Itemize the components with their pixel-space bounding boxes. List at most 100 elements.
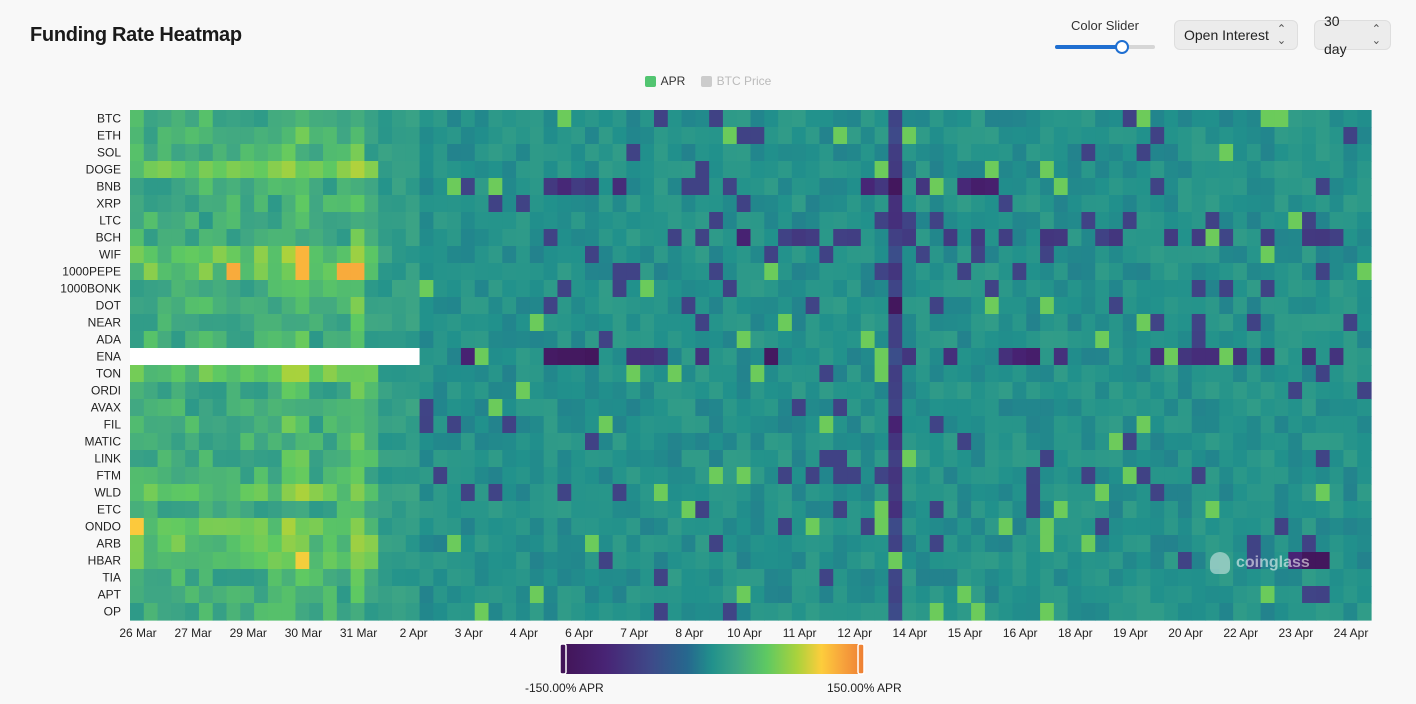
heatmap-cell[interactable]: [254, 467, 269, 485]
heatmap-cell[interactable]: [447, 263, 462, 281]
heatmap-cell[interactable]: [1205, 433, 1220, 451]
heatmap-cell[interactable]: [1177, 178, 1193, 196]
heatmap-cell[interactable]: [791, 603, 807, 621]
heatmap-cell[interactable]: [1274, 144, 1289, 162]
heatmap-cell[interactable]: [984, 314, 1000, 332]
heatmap-cell[interactable]: [1177, 484, 1193, 502]
heatmap-cell[interactable]: [1122, 484, 1138, 502]
heatmap-cell[interactable]: [1177, 552, 1193, 570]
heatmap-cell[interactable]: [653, 501, 669, 519]
heatmap-cell[interactable]: [267, 603, 283, 621]
heatmap-cell[interactable]: [1246, 195, 1262, 213]
heatmap-cell[interactable]: [1136, 382, 1151, 400]
heatmap-cell[interactable]: [1274, 178, 1289, 196]
heatmap-cell[interactable]: [1302, 467, 1317, 485]
heatmap-cell[interactable]: [198, 467, 214, 485]
heatmap-cell[interactable]: [323, 178, 338, 196]
heatmap-cell[interactable]: [1343, 552, 1358, 570]
heatmap-cell[interactable]: [833, 212, 848, 230]
heatmap-cell[interactable]: [240, 246, 255, 264]
heatmap-cell[interactable]: [1122, 433, 1138, 451]
heatmap-cell[interactable]: [143, 416, 159, 434]
heatmap-cell[interactable]: [1219, 450, 1234, 468]
heatmap-cell[interactable]: [805, 416, 821, 434]
heatmap-cell[interactable]: [405, 501, 421, 519]
heatmap-cell[interactable]: [957, 195, 972, 213]
heatmap-cell[interactable]: [1177, 518, 1193, 536]
heatmap-cell[interactable]: [1315, 314, 1331, 332]
heatmap-cell[interactable]: [529, 178, 545, 196]
heatmap-cell[interactable]: [1343, 144, 1358, 162]
heatmap-cell[interactable]: [254, 552, 269, 570]
heatmap-cell[interactable]: [736, 280, 752, 298]
heatmap-cell[interactable]: [323, 467, 338, 485]
heatmap-cell[interactable]: [309, 535, 324, 553]
heatmap-cell[interactable]: [460, 586, 476, 604]
heatmap-cell[interactable]: [502, 178, 517, 196]
heatmap-cell[interactable]: [433, 416, 448, 434]
heatmap-cell[interactable]: [1315, 348, 1331, 366]
heatmap-cell[interactable]: [295, 450, 310, 468]
heatmap-cell[interactable]: [598, 127, 614, 145]
heatmap-cell[interactable]: [681, 569, 696, 587]
heatmap-cell[interactable]: [805, 314, 821, 332]
heatmap-cell[interactable]: [1053, 603, 1069, 621]
heatmap-cell[interactable]: [130, 144, 145, 162]
heatmap-cell[interactable]: [502, 518, 517, 536]
heatmap-cell[interactable]: [1315, 178, 1331, 196]
heatmap-cell[interactable]: [157, 382, 172, 400]
heatmap-cell[interactable]: [915, 195, 931, 213]
heatmap-cell[interactable]: [819, 178, 834, 196]
heatmap-cell[interactable]: [1109, 535, 1124, 553]
heatmap-cell[interactable]: [764, 110, 779, 128]
heatmap-cell[interactable]: [557, 467, 572, 485]
heatmap-cell[interactable]: [833, 263, 848, 281]
heatmap-cell[interactable]: [653, 314, 669, 332]
heatmap-cell[interactable]: [350, 365, 366, 383]
heatmap-cell[interactable]: [378, 331, 393, 349]
heatmap-cell[interactable]: [1067, 229, 1083, 247]
heatmap-cell[interactable]: [1246, 484, 1262, 502]
heatmap-cell[interactable]: [847, 127, 862, 145]
heatmap-cell[interactable]: [1219, 399, 1234, 417]
heatmap-cell[interactable]: [805, 535, 821, 553]
heatmap-cell[interactable]: [130, 212, 145, 230]
heatmap-cell[interactable]: [984, 195, 1000, 213]
heatmap-cell[interactable]: [295, 348, 310, 366]
heatmap-cell[interactable]: [626, 212, 641, 230]
heatmap-cell[interactable]: [722, 178, 738, 196]
heatmap-cell[interactable]: [309, 484, 324, 502]
heatmap-cell[interactable]: [171, 195, 186, 213]
heatmap-cell[interactable]: [929, 365, 945, 383]
heatmap-cell[interactable]: [667, 433, 683, 451]
heatmap-cell[interactable]: [1081, 450, 1096, 468]
heatmap-cell[interactable]: [1081, 348, 1096, 366]
heatmap-cell[interactable]: [1205, 467, 1220, 485]
heatmap-cell[interactable]: [888, 569, 903, 587]
heatmap-cell[interactable]: [1357, 535, 1372, 553]
heatmap-cell[interactable]: [1219, 365, 1234, 383]
heatmap-cell[interactable]: [709, 246, 724, 264]
heatmap-cell[interactable]: [1329, 416, 1345, 434]
heatmap-cell[interactable]: [1219, 518, 1234, 536]
heatmap-cell[interactable]: [157, 161, 172, 179]
heatmap-cell[interactable]: [1288, 195, 1303, 213]
heatmap-cell[interactable]: [198, 144, 214, 162]
heatmap-cell[interactable]: [1357, 280, 1372, 298]
heatmap-cell[interactable]: [971, 229, 986, 247]
heatmap-cell[interactable]: [433, 484, 448, 502]
heatmap-cell[interactable]: [488, 348, 503, 366]
heatmap-cell[interactable]: [364, 348, 379, 366]
heatmap-cell[interactable]: [1315, 535, 1331, 553]
heatmap-cell[interactable]: [157, 195, 172, 213]
heatmap-cell[interactable]: [1177, 229, 1193, 247]
heatmap-cell[interactable]: [198, 195, 214, 213]
heatmap-cell[interactable]: [571, 348, 586, 366]
heatmap-cell[interactable]: [557, 195, 572, 213]
heatmap-cell[interactable]: [736, 348, 752, 366]
heatmap-cell[interactable]: [1164, 382, 1179, 400]
heatmap-cell[interactable]: [226, 297, 241, 315]
heatmap-cell[interactable]: [1012, 178, 1027, 196]
heatmap-cell[interactable]: [1329, 382, 1345, 400]
heatmap-cell[interactable]: [460, 535, 476, 553]
